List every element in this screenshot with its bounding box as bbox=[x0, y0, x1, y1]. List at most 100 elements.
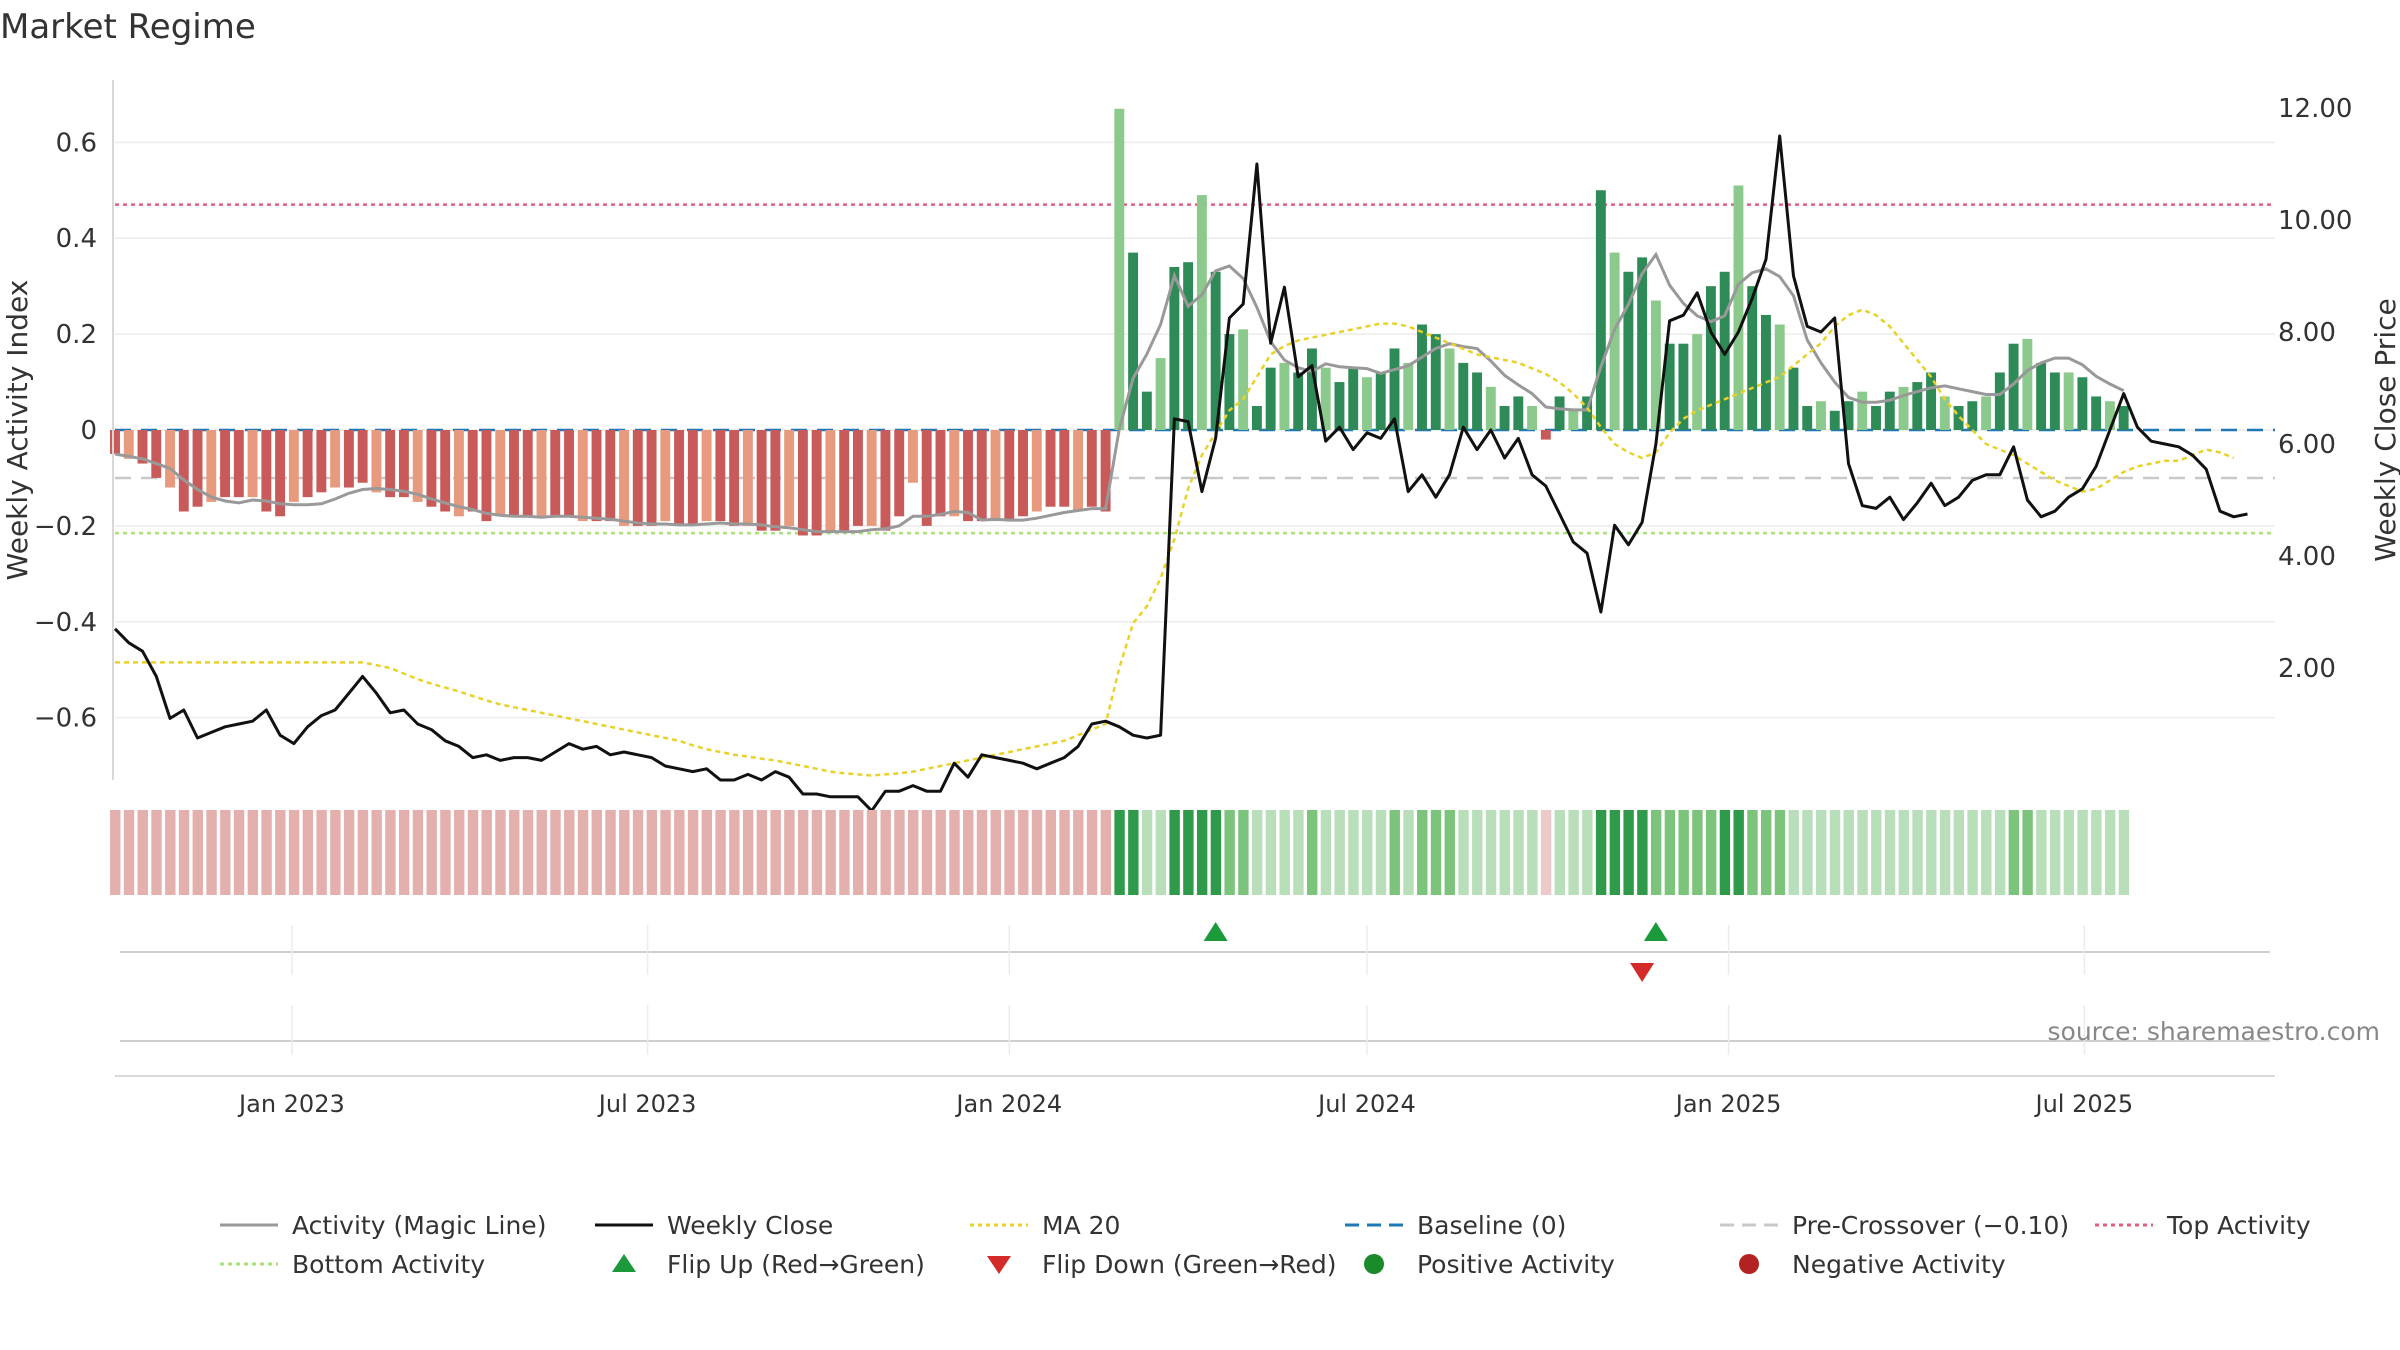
x-tick-label: Jul 2024 bbox=[1316, 1090, 1416, 1118]
activity-bar bbox=[1884, 391, 1895, 430]
heat-cell bbox=[1059, 810, 1070, 895]
activity-bar bbox=[1664, 343, 1675, 430]
activity-bar bbox=[2104, 401, 2115, 430]
heat-cell bbox=[1788, 810, 1799, 895]
activity-bar bbox=[137, 430, 148, 464]
flip-up-marker bbox=[1643, 922, 1668, 941]
heat-cell bbox=[110, 810, 121, 895]
heat-cell bbox=[756, 810, 768, 895]
heat-cell bbox=[275, 810, 286, 895]
activity-bar bbox=[1650, 300, 1661, 430]
x-tick-label: Jan 2024 bbox=[954, 1090, 1062, 1118]
heat-cell bbox=[1926, 810, 1937, 895]
activity-bar bbox=[192, 430, 203, 507]
heat-cell bbox=[1018, 810, 1029, 895]
legend-item: Weekly Close bbox=[595, 1211, 833, 1240]
activity-bar bbox=[371, 430, 382, 493]
activity-bar bbox=[1059, 430, 1070, 507]
heat-cell bbox=[453, 810, 465, 895]
y-axis-label: Weekly Activity Index bbox=[1, 280, 34, 581]
activity-bar bbox=[1086, 430, 1097, 507]
activity-bar bbox=[481, 430, 492, 522]
activity-bar bbox=[852, 430, 863, 526]
y2-tick-label: 6.00 bbox=[2278, 430, 2336, 460]
activity-bar bbox=[398, 430, 409, 498]
activity-bar bbox=[495, 430, 506, 517]
heat-cell bbox=[2104, 810, 2116, 895]
heat-cell bbox=[1582, 810, 1593, 895]
activity-bar bbox=[1485, 386, 1496, 430]
legend-label: Positive Activity bbox=[1417, 1250, 1615, 1279]
heat-cell bbox=[687, 810, 699, 895]
activity-bar bbox=[866, 430, 877, 526]
heat-cell bbox=[509, 810, 520, 895]
activity-bar bbox=[330, 430, 341, 488]
heat-cell bbox=[852, 810, 864, 895]
activity-bar bbox=[536, 430, 547, 517]
heat-cell bbox=[206, 810, 217, 895]
heat-cell bbox=[1114, 810, 1125, 895]
activity-bar bbox=[247, 430, 258, 498]
legend-item: MA 20 bbox=[970, 1211, 1120, 1240]
activity-bar bbox=[1719, 271, 1730, 430]
dot-icon bbox=[1739, 1254, 1759, 1274]
heat-cell bbox=[2008, 810, 2020, 895]
heat-cell bbox=[1141, 810, 1153, 895]
heat-cell bbox=[1251, 810, 1263, 895]
heat-cell bbox=[1169, 810, 1180, 895]
legend-label: Weekly Close bbox=[667, 1211, 833, 1240]
activity-bar bbox=[674, 430, 685, 526]
activity-bar bbox=[165, 430, 175, 488]
activity-bar bbox=[715, 430, 726, 522]
y-tick-label: −0.2 bbox=[34, 512, 97, 542]
activity-bar bbox=[564, 430, 574, 517]
heat-cell bbox=[784, 810, 795, 895]
activity-bar bbox=[1334, 382, 1345, 430]
activity-bar bbox=[921, 430, 932, 526]
activity-bar bbox=[110, 430, 120, 454]
activity-bar bbox=[1224, 334, 1235, 430]
heat-cell bbox=[660, 810, 671, 895]
activity-bar bbox=[1967, 401, 1978, 430]
heat-cell bbox=[894, 810, 905, 895]
activity-bar bbox=[509, 430, 519, 517]
activity-bar bbox=[1100, 430, 1111, 512]
activity-bar bbox=[935, 430, 946, 517]
heat-cell bbox=[1196, 810, 1208, 895]
activity-bar bbox=[2091, 396, 2102, 430]
heat-cell bbox=[1045, 810, 1056, 895]
heat-cell bbox=[1884, 810, 1896, 895]
activity-bar bbox=[1045, 430, 1056, 507]
heat-cell bbox=[330, 810, 341, 895]
heat-cell bbox=[1086, 810, 1098, 895]
heat-cell bbox=[1650, 810, 1662, 895]
heat-cell bbox=[1761, 810, 1772, 895]
activity-bar bbox=[440, 430, 451, 512]
activity-bar bbox=[1458, 362, 1469, 430]
heat-cell bbox=[1623, 810, 1634, 895]
heat-cell bbox=[1871, 810, 1882, 895]
activity-bar bbox=[1582, 396, 1593, 430]
activity-bar bbox=[1430, 334, 1441, 430]
heat-cell bbox=[220, 810, 231, 895]
legend-label: Top Activity bbox=[2166, 1211, 2311, 1240]
heat-cell bbox=[674, 810, 685, 895]
flip-up-icon bbox=[612, 1254, 636, 1272]
activity-bar bbox=[825, 430, 836, 531]
activity-bar bbox=[1898, 386, 1909, 430]
heat-cell bbox=[1073, 810, 1084, 895]
activity-bar bbox=[1389, 348, 1400, 430]
chart-title: Market Regime bbox=[0, 7, 256, 47]
activity-bar bbox=[976, 430, 987, 522]
activity-bar bbox=[1788, 367, 1799, 430]
activity-bar bbox=[1527, 406, 1538, 430]
activity-bar bbox=[1926, 372, 1937, 430]
activity-bar bbox=[1210, 271, 1221, 430]
flip-up-marker bbox=[1203, 922, 1228, 941]
heat-cell bbox=[233, 810, 245, 895]
activity-bar bbox=[412, 430, 423, 502]
legend-item: Top Activity bbox=[2095, 1211, 2311, 1240]
heat-cell bbox=[1774, 810, 1786, 895]
activity-bar bbox=[1692, 334, 1703, 430]
